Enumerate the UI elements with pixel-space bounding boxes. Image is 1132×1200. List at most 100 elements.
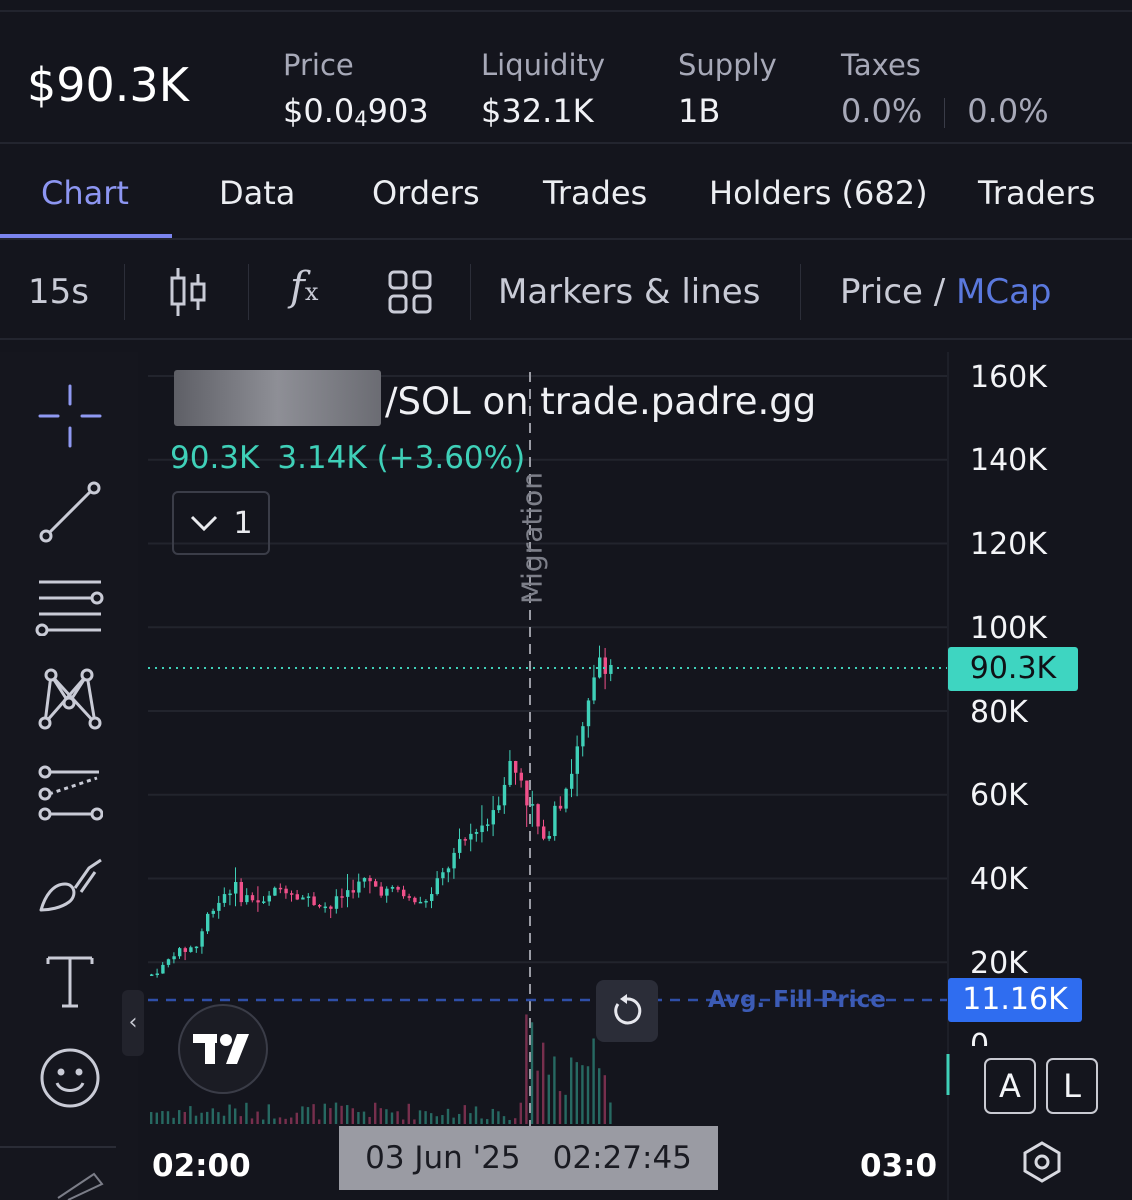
indicators-toggle[interactable]: 1 (172, 491, 270, 555)
volume-bar (385, 1109, 388, 1124)
volume-bar (323, 1103, 326, 1124)
candle (172, 956, 176, 960)
interval-select[interactable]: 15s (28, 272, 89, 312)
volume-bar (558, 1091, 562, 1124)
grid-icon[interactable] (388, 270, 432, 318)
brush-icon[interactable] (30, 846, 110, 926)
candle (586, 700, 591, 727)
tab-holders[interactable]: Holders (682) (709, 174, 928, 212)
y-tick: 60K (970, 778, 1028, 813)
candle (508, 760, 512, 785)
crosshair-icon[interactable] (30, 376, 110, 456)
volume-bar (497, 1111, 500, 1124)
candle (228, 893, 232, 896)
volume-bar (463, 1105, 466, 1124)
legend-last: 90.3K (170, 440, 260, 476)
markers-lines-button[interactable]: Markers & lines (498, 272, 761, 312)
candle (150, 974, 154, 976)
auto-scale-button[interactable]: A (984, 1058, 1036, 1114)
volume-bar (603, 1075, 606, 1124)
volume-bar (441, 1115, 444, 1124)
volume-bar (586, 1066, 590, 1124)
volume-bar (424, 1111, 427, 1124)
pattern-icon[interactable] (30, 658, 110, 738)
volume-bar (312, 1104, 315, 1124)
log-scale-button[interactable]: L (1046, 1058, 1098, 1114)
volume-bar (178, 1110, 181, 1124)
prediction-icon[interactable] (30, 754, 110, 834)
volume-bar (570, 1057, 573, 1124)
candle (452, 852, 456, 869)
refresh-icon (614, 994, 642, 1025)
collapse-toolbar-button[interactable]: ‹ (122, 990, 144, 1056)
volume-bar (502, 1116, 506, 1124)
volume-bar (452, 1117, 455, 1124)
function-icon[interactable]: fx (290, 264, 319, 310)
candle (418, 901, 423, 904)
volume-bar (547, 1074, 550, 1124)
candle (486, 824, 490, 826)
candle (519, 772, 523, 781)
reset-chart-button[interactable] (596, 980, 658, 1042)
volume-bar (284, 1118, 287, 1124)
volume-bar (458, 1113, 461, 1124)
volume-bar (334, 1102, 338, 1124)
x-tick-right: 03:0 (860, 1148, 938, 1184)
tab-traders[interactable]: Traders (978, 174, 1096, 212)
volume-bar (234, 1108, 237, 1124)
candle (435, 878, 439, 895)
price-mcap-toggle[interactable]: Price / MCap (840, 272, 1052, 312)
mcap-option[interactable]: MCap (956, 272, 1052, 312)
candle (273, 887, 277, 896)
ruler-icon[interactable] (54, 1172, 104, 1200)
candle (603, 657, 607, 674)
candle (222, 894, 227, 903)
chevron-down-icon (191, 515, 218, 532)
supply-stat: Supply 1B (678, 48, 777, 130)
candle (413, 897, 417, 903)
tradingview-logo[interactable] (178, 1004, 268, 1094)
volume-bar (390, 1112, 394, 1124)
volume-bar (609, 1102, 612, 1124)
candle (385, 888, 389, 896)
chart-settings-icon[interactable] (1020, 1140, 1064, 1184)
candle (514, 760, 518, 773)
parallel-lines-icon[interactable] (30, 566, 110, 646)
candle (575, 746, 579, 774)
candle (351, 890, 355, 893)
liquidity-stat: Liquidity $32.1K (481, 48, 605, 130)
candle (396, 886, 400, 890)
tab-trades[interactable]: Trades (543, 174, 648, 212)
candle (525, 780, 529, 806)
candle (194, 946, 199, 949)
candlestick-icon[interactable] (168, 266, 208, 322)
candle (570, 773, 574, 789)
emoji-icon[interactable] (30, 1038, 110, 1118)
candle (402, 889, 406, 897)
volume-bar (396, 1111, 399, 1124)
price-chart[interactable] (148, 352, 1132, 1200)
candle (581, 726, 585, 747)
candle (312, 896, 316, 906)
volume-bar (206, 1111, 209, 1124)
liquidity-label: Liquidity (481, 48, 606, 82)
tab-orders[interactable]: Orders (372, 174, 480, 212)
price-value: $0.04903 (283, 92, 429, 131)
candle (424, 900, 428, 903)
volume-bar (508, 1119, 511, 1124)
chart-toolbar: 15s fx Markers & lines Price / MCap (0, 242, 1132, 338)
candle (592, 677, 596, 701)
y-tick: 20K (970, 946, 1028, 981)
text-icon[interactable] (30, 942, 110, 1022)
candle (278, 887, 283, 890)
supply-value: 1B (678, 92, 721, 130)
price-option[interactable]: Price / (840, 272, 957, 312)
candle (340, 896, 344, 898)
volume-bar (183, 1111, 186, 1124)
tab-data[interactable]: Data (219, 174, 296, 212)
candle (250, 895, 255, 901)
tab-chart[interactable]: Chart (41, 174, 129, 212)
liquidity-value: $32.1K (481, 92, 594, 130)
candle (239, 882, 243, 903)
trendline-icon[interactable] (30, 472, 110, 552)
